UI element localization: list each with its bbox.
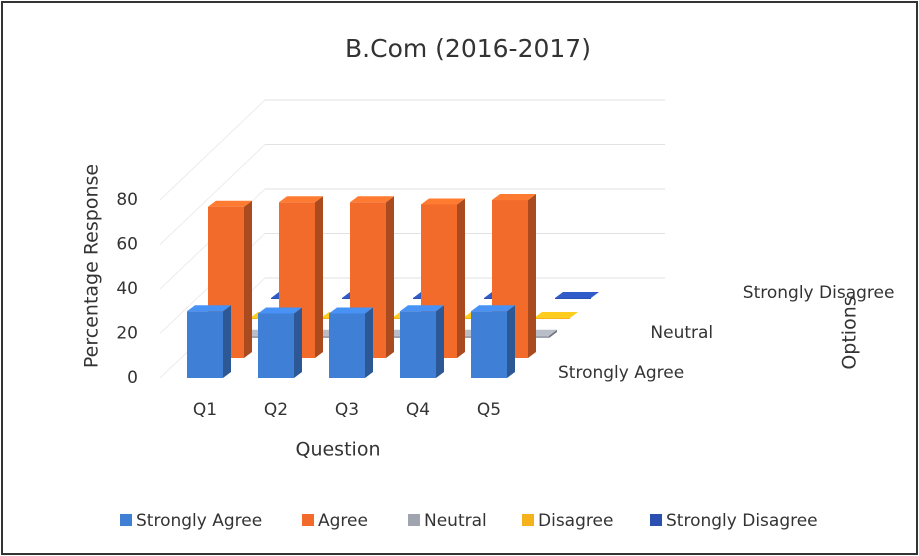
bar-top [350, 196, 394, 203]
x-tick-label: Q1 [193, 400, 217, 420]
bar-front [187, 311, 223, 378]
z-tick-label: Strongly Agree [558, 363, 684, 383]
bar-top [471, 305, 515, 312]
legend-swatch [650, 514, 662, 526]
legend-label: Agree [318, 511, 368, 531]
bar-side [315, 196, 323, 358]
y-axis-title: Percentage Response [81, 164, 103, 368]
bar-side [386, 196, 394, 358]
bar-side [294, 307, 302, 378]
bar [258, 307, 302, 378]
bar-side [457, 198, 465, 358]
y-tick-label: 40 [116, 279, 138, 299]
x-tick-label: Q2 [264, 400, 288, 420]
legend-swatch [408, 514, 420, 526]
bar-front [534, 318, 570, 319]
legend-label: Disagree [538, 511, 613, 531]
grid-line [159, 144, 266, 245]
bar-top [400, 305, 444, 312]
bar-top [555, 292, 599, 298]
bar-side [223, 305, 231, 378]
bar-top [421, 198, 465, 205]
legend-swatch [302, 514, 314, 526]
legend-swatch [522, 514, 534, 526]
x-tick-label: Q3 [335, 400, 359, 420]
bar-front [258, 313, 294, 378]
z-tick-label: Strongly Disagree [743, 283, 895, 303]
bar-top [258, 307, 302, 314]
bar-front [555, 298, 591, 299]
bar-side [549, 329, 557, 338]
bar [187, 305, 231, 378]
y-tick-label: 20 [116, 324, 138, 344]
bar [400, 305, 444, 378]
bar [329, 307, 373, 378]
bar-side [507, 305, 515, 378]
bar [471, 305, 515, 378]
y-tick-label: 60 [116, 235, 138, 255]
chart-title: B.Com (2016-2017) [345, 34, 591, 63]
legend-label: Strongly Disagree [666, 511, 818, 531]
y-tick-label: 0 [127, 368, 138, 388]
bar-top [279, 196, 323, 203]
x-tick-label: Q5 [477, 400, 501, 420]
x-axis-title: Question [296, 439, 381, 461]
bar-top [187, 305, 231, 312]
z-tick-label: Neutral [650, 323, 713, 343]
bar-top [208, 200, 252, 207]
bar [555, 292, 599, 299]
legend-label: Strongly Agree [136, 511, 262, 531]
x-tick-label: Q4 [406, 400, 430, 420]
bar-side [436, 305, 444, 378]
bar-front [329, 313, 365, 378]
bar-front [400, 311, 436, 378]
bar-front [471, 311, 507, 378]
bar-side [528, 194, 536, 358]
bar-top [329, 307, 373, 314]
bar-top [492, 194, 536, 201]
legend-swatch [120, 514, 132, 526]
y-tick-label: 80 [116, 190, 138, 210]
legend-label: Neutral [424, 511, 487, 531]
bar-side [365, 307, 373, 378]
z-axis-title: Options [839, 296, 861, 369]
bar [534, 312, 578, 319]
bar-side [244, 200, 252, 358]
bar-top [534, 312, 578, 318]
grid-line [159, 99, 266, 201]
